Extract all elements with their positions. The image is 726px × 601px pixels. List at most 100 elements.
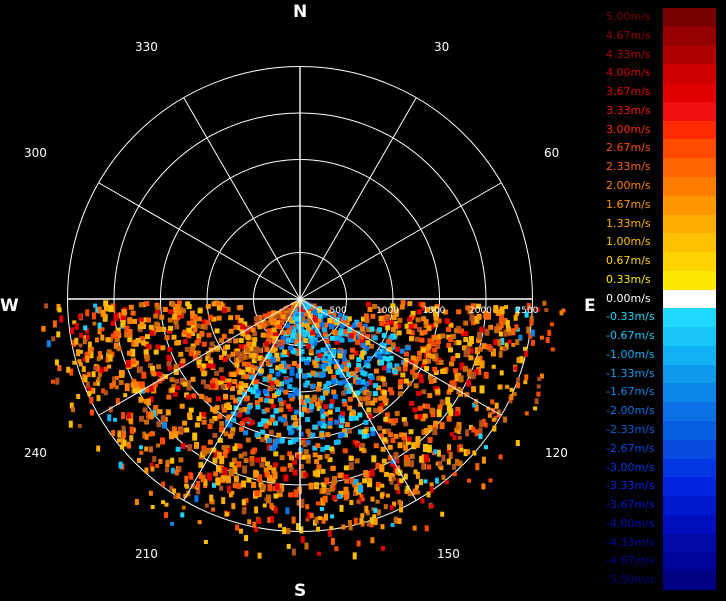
radar-echo-cell [225, 402, 231, 408]
radar-echo-cell [263, 418, 269, 424]
radar-echo-cell [278, 407, 284, 413]
radar-echo-cell [290, 318, 296, 324]
radar-echo-cell [367, 414, 373, 420]
radar-echo-cell [371, 455, 377, 463]
radar-echo-cell [323, 411, 329, 417]
radar-echo-cell [325, 432, 331, 438]
radar-echo-cell [232, 483, 238, 489]
radar-echo-cell [511, 328, 516, 336]
radar-echo-cell [306, 326, 311, 332]
radar-echo-cell [236, 357, 242, 363]
radar-echo-cell [247, 519, 252, 525]
radar-echo-cell [279, 484, 285, 492]
radar-echo-cell [129, 435, 134, 442]
radar-echo-cell [182, 329, 188, 335]
radar-echo-cell [186, 304, 192, 310]
radar-echo-cell [427, 425, 433, 431]
radar-echo-cell [112, 381, 117, 388]
radar-echo-cell [366, 407, 372, 413]
radar-echo-cell [315, 349, 321, 355]
radar-echo-cell [219, 485, 224, 491]
radar-echo-cell [281, 466, 287, 472]
radar-echo-cell [385, 325, 391, 331]
radar-echo-cell [342, 315, 348, 321]
radar-echo-cell [421, 389, 427, 395]
radar-echo-cell [303, 382, 309, 388]
radar-echo-cell [376, 385, 381, 391]
radar-echo-cell [310, 384, 316, 390]
radar-echo-cell [206, 332, 212, 338]
radar-echo-cell [107, 364, 112, 369]
radar-echo-cell [354, 458, 360, 464]
south-label: S [294, 581, 307, 601]
radar-echo-cell [529, 315, 534, 323]
radar-echo-cell [242, 465, 248, 474]
radar-echo-cell [490, 348, 496, 357]
radar-echo-cell [225, 344, 231, 350]
radar-echo-cell [379, 321, 385, 327]
radar-echo-cell [97, 328, 102, 335]
radar-echo-cell [493, 339, 499, 346]
radar-echo-cell [243, 383, 249, 388]
radar-echo-cell [196, 333, 202, 339]
radar-echo-cell [260, 484, 266, 491]
radar-echo-cell [472, 450, 477, 456]
radar-echo-cell [390, 523, 395, 527]
radar-echo-cell [396, 366, 402, 372]
radar-echo-cell [266, 328, 272, 334]
radar-echo-cell [320, 413, 326, 419]
radar-echo-cell [366, 392, 372, 397]
radar-echo-cell [283, 389, 289, 395]
radar-echo-cell [287, 463, 293, 468]
legend-label: 5.00m/s [606, 10, 651, 23]
radar-echo-cell [161, 481, 166, 487]
radar-echo-cell [234, 362, 240, 368]
radar-echo-cell [287, 384, 293, 390]
radar-echo-cell [185, 484, 190, 489]
radar-echo-cell [299, 321, 305, 327]
radar-echo-cell [219, 456, 225, 465]
radar-echo-cell [402, 361, 408, 367]
radar-echo-cell [319, 408, 325, 414]
radar-echo-cell [300, 536, 305, 544]
radar-echo-cell [168, 309, 174, 315]
legend-swatch [663, 383, 716, 403]
radar-echo-cell [405, 485, 410, 492]
radar-echo-cell [238, 453, 244, 459]
radar-echo-cell [310, 370, 316, 376]
radar-echo-cell [388, 320, 394, 326]
radar-echo-cell [296, 372, 301, 378]
radar-echo-cell [70, 327, 75, 335]
radar-echo-cell [117, 438, 122, 443]
radar-echo-cell [235, 348, 241, 354]
radar-echo-cell [363, 419, 369, 425]
radar-echo-cell [128, 418, 133, 424]
radar-echo-cell [267, 483, 273, 492]
radar-echo-cell [144, 334, 150, 340]
radar-echo-cell [146, 317, 151, 323]
radar-echo-cell [298, 431, 304, 437]
radar-echo-cell [223, 393, 228, 399]
radar-echo-cell [369, 326, 375, 332]
radar-echo-cell [403, 351, 409, 357]
radar-echo-cell [252, 447, 258, 453]
radar-echo-cell [92, 321, 97, 326]
legend-swatch [663, 533, 716, 553]
radar-echo-cell [459, 447, 464, 452]
radar-echo-cell [327, 423, 333, 429]
radar-echo-cell [483, 422, 488, 428]
radar-echo-cell [363, 360, 369, 365]
radar-echo-cell [360, 350, 366, 356]
radar-echo-cell [175, 304, 180, 310]
radar-echo-cell [216, 301, 222, 307]
radar-echo-cell [141, 302, 147, 307]
radar-echo-cell [420, 302, 426, 308]
radar-echo-cell [286, 364, 291, 370]
radar-echo-cell [499, 313, 504, 322]
radar-echo-cell [137, 327, 143, 333]
radar-echo-cell [184, 475, 189, 483]
radar-echo-cell [400, 372, 406, 378]
radar-echo-cell [210, 499, 215, 505]
radar-echo-cell [346, 316, 352, 322]
radar-echo-cell [436, 449, 441, 457]
